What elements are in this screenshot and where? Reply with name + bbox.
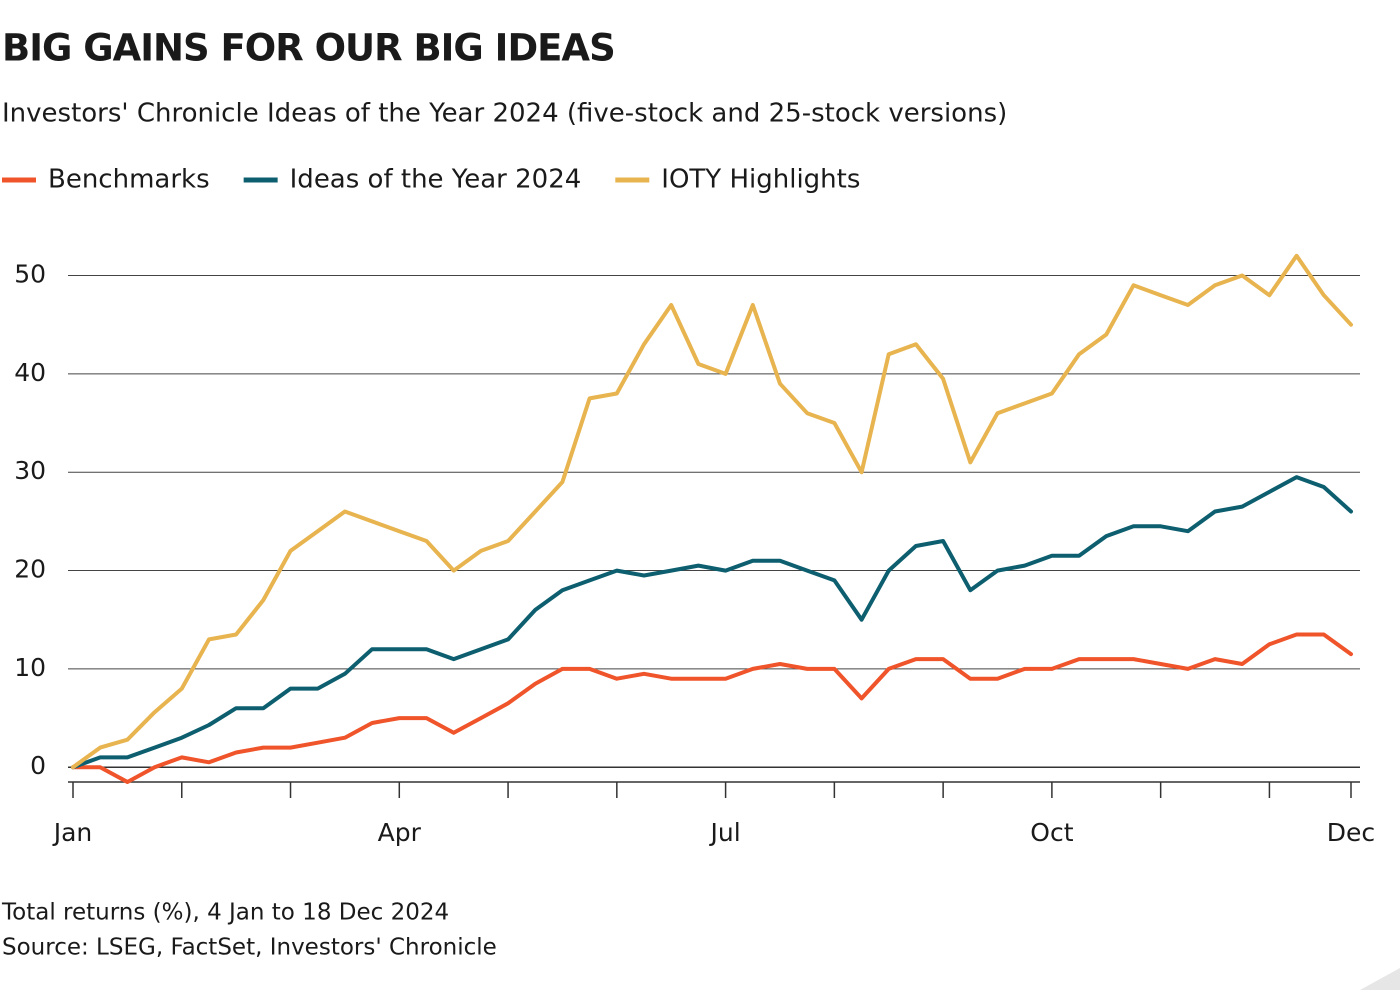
series-line bbox=[71, 632, 1353, 784]
y-tick-label: 40 bbox=[14, 358, 46, 387]
legend-label: IOTY Highlights bbox=[661, 165, 860, 195]
chart-title: BIG GAINS FOR OUR BIG IDEAS bbox=[2, 27, 615, 70]
x-tick-label: Apr bbox=[378, 818, 422, 847]
y-tick-label: 30 bbox=[14, 456, 46, 485]
x-tick-label: Dec bbox=[1327, 818, 1375, 847]
legend-label: Ideas of the Year 2024 bbox=[290, 165, 582, 195]
y-tick-label: 10 bbox=[14, 653, 46, 682]
x-tick-label: Jan bbox=[52, 818, 93, 847]
x-tick-label: Jul bbox=[709, 818, 741, 847]
note: Total returns (%), 4 Jan to 18 Dec 2024 bbox=[1, 900, 449, 926]
series-line bbox=[71, 475, 1353, 770]
chart-subtitle: Investors' Chronicle Ideas of the Year 2… bbox=[2, 99, 1007, 129]
source: Source: LSEG, FactSet, Investors' Chroni… bbox=[2, 935, 497, 961]
y-tick-label: 0 bbox=[30, 751, 46, 780]
corner-fold bbox=[1360, 968, 1400, 990]
series-line bbox=[71, 253, 1353, 770]
legend-label: Benchmarks bbox=[48, 165, 210, 195]
y-tick-label: 50 bbox=[14, 260, 46, 289]
x-tick-label: Oct bbox=[1030, 818, 1073, 847]
y-tick-label: 20 bbox=[14, 555, 46, 584]
